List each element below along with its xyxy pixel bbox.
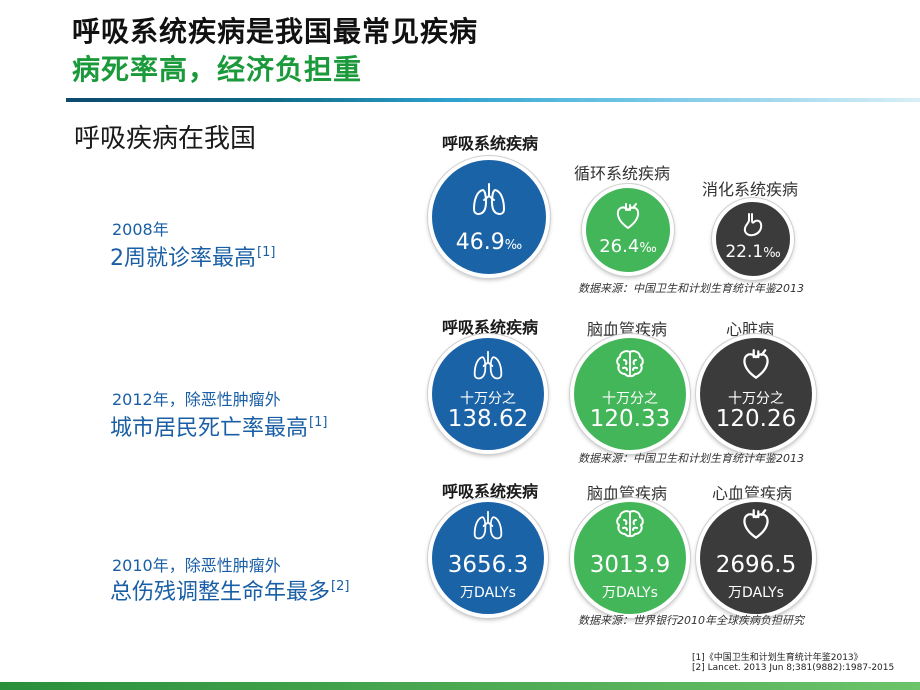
reference-2: [2] Lancet. 2013 Jun 8;381(9882):1987-20…	[692, 663, 895, 673]
row3-item1-circle: 3656.3 万DALYs	[428, 498, 548, 618]
row2-ref: [1]	[309, 415, 328, 430]
heart-icon	[743, 349, 769, 379]
row3-ref: [2]	[331, 579, 350, 594]
row3-item2-value: 3013.9	[589, 552, 671, 578]
row3-item2-suffix: 万DALYs	[602, 585, 658, 601]
row1-source: 数据来源：中国卫生和计划生育统计年鉴2013	[578, 282, 804, 295]
row1-item1-label: 呼吸系统疾病	[441, 134, 538, 153]
heart-icon	[616, 203, 640, 229]
row1-item1-unit: ‰	[504, 238, 523, 253]
row1-item2-circle: 26.4‰	[582, 184, 674, 276]
row2-year-label: 2012年，除恶性肿瘤外	[112, 390, 281, 409]
row1-item2-unit: ‰	[639, 241, 657, 256]
row1-item3-value: 22.1	[725, 242, 764, 262]
row1-item2-label: 循环系统疾病	[573, 164, 670, 183]
row2-item3-value: 120.26	[715, 406, 797, 432]
row1-headline-text: 2周就诊率最高	[110, 246, 256, 271]
row1-item2-value-line: 26.4‰	[586, 236, 670, 257]
row1-item3-circle: 22.1‰	[712, 198, 794, 280]
row3-item3-label: 心血管疾病	[711, 484, 792, 503]
row2-headline: 城市居民死亡率最高[1]	[110, 410, 327, 442]
slide-title-line1: 呼吸系统疾病是我国最常见疾病	[72, 15, 479, 48]
row3-item1-label: 呼吸系统疾病	[441, 482, 538, 501]
row2-source: 数据来源：中国卫生和计划生育统计年鉴2013	[578, 452, 804, 465]
row2-headline-text: 城市居民死亡率最高	[110, 416, 309, 441]
row2-item2-value: 120.33	[589, 406, 671, 432]
row2-item3-prefix: 十万分之	[728, 391, 784, 407]
section-title: 呼吸疾病在我国	[74, 124, 257, 154]
row3-source: 数据来源：世界银行2010年全球疾病负担研究	[578, 614, 804, 627]
row2-item2-circle: 十万分之 120.33	[570, 334, 690, 454]
heart-icon	[743, 509, 769, 539]
row2-item2-label: 脑血管疾病	[586, 320, 667, 339]
title-divider	[66, 98, 571, 102]
title-divider-fade	[571, 98, 920, 102]
row3-item3-suffix: 万DALYs	[728, 585, 784, 601]
row1-item2-value: 26.4	[599, 236, 640, 257]
slide-title-line2: 病死率高，经济负担重	[72, 53, 363, 86]
row1-headline: 2周就诊率最高[1]	[110, 240, 275, 272]
row3-item1-suffix: 万DALYs	[460, 585, 516, 601]
brain-icon	[616, 350, 644, 378]
brain-icon	[616, 510, 644, 538]
row3-headline-text: 总伤残调整生命年最多	[110, 580, 331, 605]
row1-item1-circle: 46.9‰	[428, 156, 550, 278]
row2-item1-label: 呼吸系统疾病	[441, 318, 538, 337]
row1-item1-value-line: 46.9‰	[432, 230, 546, 255]
row1-ref: [1]	[257, 245, 276, 260]
row2-item1-circle: 十万分之 138.62	[428, 334, 548, 454]
lungs-icon	[473, 183, 505, 215]
row3-item1-value: 3656.3	[447, 552, 529, 578]
row2-item1-prefix: 十万分之	[460, 391, 516, 407]
row2-item2-prefix: 十万分之	[602, 391, 658, 407]
lungs-icon	[473, 350, 503, 380]
row3-headline: 总伤残调整生命年最多[2]	[110, 574, 349, 606]
row2-item3-circle: 十万分之 120.26	[696, 334, 816, 454]
row3-year-label: 2010年，除恶性肿瘤外	[112, 556, 281, 575]
row3-item2-circle: 3013.9 万DALYs	[570, 498, 690, 618]
row2-item1-value: 138.62	[447, 406, 529, 432]
stomach-icon	[743, 213, 763, 237]
lungs-icon	[473, 510, 503, 540]
row3-item3-value: 2696.5	[715, 552, 797, 578]
row1-item1-value: 46.9	[455, 230, 505, 255]
row1-item3-value-line: 22.1‰	[716, 242, 790, 262]
reference-1: [1]《中国卫生和计划生育统计年鉴2013》	[692, 653, 863, 663]
row1-item3-unit: ‰	[763, 246, 781, 261]
footer-bar	[0, 682, 920, 690]
row3-item2-label: 脑血管疾病	[586, 484, 667, 503]
row1-item3-label: 消化系统疾病	[701, 180, 798, 199]
row1-year-label: 2008年	[112, 220, 169, 239]
row3-item3-circle: 2696.5 万DALYs	[696, 498, 816, 618]
